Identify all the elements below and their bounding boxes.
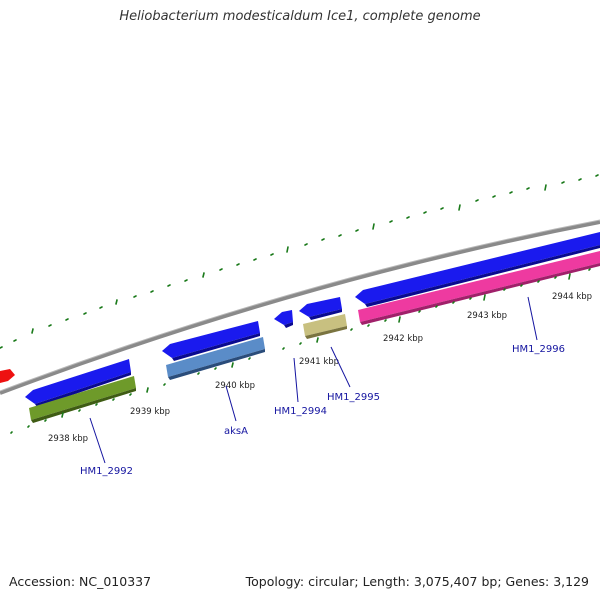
kbp-label-2943: 2943 kbp	[467, 311, 507, 321]
kbp-label-2941: 2941 kbp	[299, 357, 339, 367]
gene-label-leaders	[89, 296, 538, 464]
gene-label-hm1-2995[interactable]: HM1_2995	[327, 392, 380, 403]
gene-bar-hm1-2995[interactable]	[303, 314, 347, 339]
genome-backbone	[0, 220, 600, 395]
inner-tick-track	[10, 268, 591, 434]
cds-arrow-2[interactable]	[162, 321, 260, 361]
kbp-label-2939: 2939 kbp	[130, 407, 170, 417]
cds-arrow-1[interactable]	[25, 359, 131, 407]
cds-arrow-5[interactable]	[355, 232, 600, 307]
outer-tick-track	[0, 174, 599, 349]
red-feature[interactable]	[0, 369, 15, 383]
cds-arrow-3[interactable]	[274, 310, 293, 328]
gene-bar-hm1-2996[interactable]	[358, 251, 600, 325]
kbp-label-2938: 2938 kbp	[48, 434, 88, 444]
gene-label-hm1-2994[interactable]: HM1_2994	[274, 406, 327, 417]
gene-labels: HM1_2992 aksA HM1_2994 HM1_2995 HM1_2996	[80, 344, 565, 477]
forward-cds-track	[25, 232, 600, 407]
kbp-label-2942: 2942 kbp	[383, 334, 423, 344]
cds-arrow-4[interactable]	[299, 297, 342, 320]
genome-summary-text: Topology: circular; Length: 3,075,407 bp…	[245, 574, 589, 589]
accession-text: Accession: NC_010337	[9, 574, 152, 589]
kbp-scale-labels: 2938 kbp 2939 kbp 2940 kbp 2941 kbp 2942…	[48, 292, 592, 444]
gene-label-aksA[interactable]: aksA	[224, 426, 248, 437]
gene-label-hm1-2992[interactable]: HM1_2992	[80, 466, 133, 477]
gene-label-hm1-2996[interactable]: HM1_2996	[512, 344, 565, 355]
gene-feature-track	[29, 251, 600, 423]
kbp-label-2940: 2940 kbp	[215, 381, 255, 391]
genome-title: Heliobacterium modesticaldum Ice1, compl…	[119, 9, 481, 24]
kbp-label-2944: 2944 kbp	[552, 292, 592, 302]
gene-bar-hm1-2992[interactable]	[29, 376, 136, 423]
gene-bar-aksA[interactable]	[166, 337, 265, 380]
